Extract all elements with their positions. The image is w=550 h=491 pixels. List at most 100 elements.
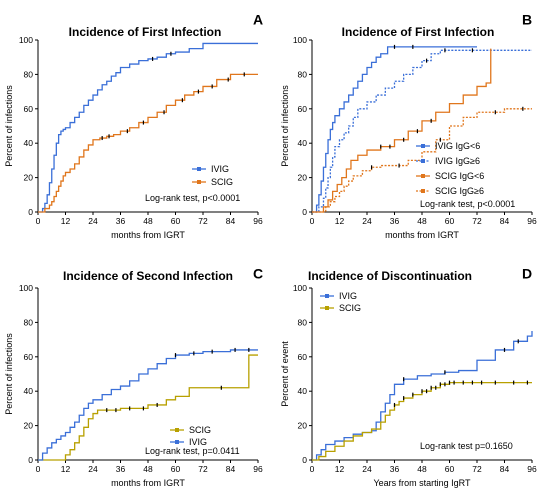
panel-a: A Incidence of First Infection 0 20 40 60 80 10…	[4, 11, 263, 240]
chart-title: Incidence of Discontinuation	[308, 269, 472, 283]
x-tick-label: 84	[500, 464, 510, 474]
x-tick-label: 36	[390, 464, 400, 474]
y-tick-label: 80	[24, 69, 34, 79]
x-axis-label: months from IGRT	[111, 478, 185, 488]
x-tick-label: 24	[362, 216, 372, 226]
legend-marker	[421, 144, 425, 148]
x-tick-label: 0	[310, 216, 315, 226]
logrank-annotation: Log-rank test p=0.1650	[420, 441, 513, 451]
x-tick-label: 12	[335, 216, 345, 226]
y-tick-label: 20	[24, 421, 34, 431]
x-tick-label: 60	[171, 464, 181, 474]
panel-c: C Incidence of Second Infection 0 20 40 60 80 1…	[4, 265, 263, 488]
chart-title: Incidence of Second Infection	[63, 269, 233, 283]
x-axis-label: Years from starting IgRT	[373, 478, 471, 488]
y-tick-label: 60	[298, 352, 308, 362]
legend-marker	[421, 159, 425, 163]
x-tick-label: 48	[143, 216, 153, 226]
legend-marker	[197, 180, 201, 184]
y-tick-label: 20	[298, 421, 308, 431]
y-tick-label: 0	[302, 207, 307, 217]
x-tick-label: 72	[198, 216, 208, 226]
x-tick-label: 96	[253, 464, 263, 474]
x-tick-label: 84	[226, 464, 236, 474]
y-tick-label: 80	[298, 69, 308, 79]
x-tick-label: 84	[500, 216, 510, 226]
x-tick-label: 96	[527, 216, 537, 226]
y-tick-label: 60	[298, 104, 308, 114]
legend-marker	[421, 174, 425, 178]
y-tick-label: 40	[298, 138, 308, 148]
x-tick-label: 0	[36, 216, 41, 226]
legend-label: SCIG	[211, 177, 233, 187]
panel-letter: B	[522, 11, 532, 27]
y-tick-label: 60	[24, 352, 34, 362]
legend-label: SCIG IgG≥6	[435, 186, 484, 196]
x-tick-label: 48	[143, 464, 153, 474]
logrank-annotation: Log-rank test, p<0.0001	[420, 199, 515, 209]
logrank-annotation: Log-rank test, p=0.0411	[145, 446, 240, 456]
x-tick-label: 72	[472, 216, 482, 226]
legend-label: IVIG IgG≥6	[435, 156, 480, 166]
x-tick-label: 24	[88, 216, 98, 226]
panel-b: B Incidence of First Infection 0 20 40 60 80 10…	[280, 11, 537, 240]
y-tick-label: 100	[293, 283, 307, 293]
y-tick-label: 40	[298, 386, 308, 396]
series-line-0	[312, 331, 533, 461]
x-tick-label: 12	[61, 216, 71, 226]
x-tick-label: 60	[445, 216, 455, 226]
x-axis-label: months from IGRT	[385, 230, 459, 240]
y-tick-label: 40	[24, 138, 34, 148]
x-tick-label: 84	[226, 216, 236, 226]
y-tick-label: 100	[19, 35, 33, 45]
x-tick-label: 48	[417, 216, 427, 226]
x-tick-label: 0	[310, 464, 315, 474]
legend-label: SCIG IgG<6	[435, 171, 484, 181]
legend-label: SCIG	[189, 425, 211, 435]
y-axis-label: Percent of infections	[4, 85, 14, 167]
legend-label: IVIG	[339, 291, 357, 301]
y-tick-label: 40	[24, 386, 34, 396]
y-tick-label: 0	[28, 455, 33, 465]
legend-label: SCIG	[339, 303, 361, 313]
x-tick-label: 24	[362, 464, 372, 474]
y-tick-label: 100	[19, 283, 33, 293]
x-tick-label: 12	[335, 464, 345, 474]
x-tick-label: 60	[171, 216, 181, 226]
legend-label: IVIG IgG<6	[435, 141, 480, 151]
legend-label: IVIG	[189, 437, 207, 447]
panel-letter: D	[522, 265, 532, 281]
series-line-0	[312, 46, 477, 213]
y-axis-label: Percent of event	[280, 341, 290, 407]
panel-letter: A	[253, 11, 263, 27]
chart-title: Incidence of First Infection	[342, 25, 495, 39]
x-tick-label: 36	[116, 216, 126, 226]
chart-title: Incidence of First Infection	[69, 25, 222, 39]
x-axis-label: months from IGRT	[111, 230, 185, 240]
x-tick-label: 60	[445, 464, 455, 474]
y-tick-label: 80	[298, 317, 308, 327]
y-tick-label: 80	[24, 317, 34, 327]
series-line-1	[312, 381, 532, 461]
legend-marker	[197, 167, 201, 171]
panel-d: D Incidence of Discontinuation 0 20 40 60 80 10…	[280, 265, 537, 488]
series-line-1	[38, 73, 258, 213]
legend-marker	[325, 294, 329, 298]
y-axis-label: Percent of infections	[4, 333, 14, 415]
series-line-1	[312, 49, 532, 213]
y-tick-label: 100	[293, 35, 307, 45]
y-tick-label: 20	[298, 173, 308, 183]
legend-marker	[325, 306, 329, 310]
panel-letter: C	[253, 265, 263, 281]
x-tick-label: 0	[36, 464, 41, 474]
logrank-annotation: Log-rank test, p<0.0001	[145, 193, 240, 203]
y-tick-label: 60	[24, 104, 34, 114]
y-tick-label: 0	[28, 207, 33, 217]
x-tick-label: 96	[527, 464, 537, 474]
x-tick-label: 48	[417, 464, 427, 474]
x-tick-label: 72	[198, 464, 208, 474]
legend-label: IVIG	[211, 164, 229, 174]
series-line-0	[38, 354, 258, 461]
y-tick-label: 0	[302, 455, 307, 465]
